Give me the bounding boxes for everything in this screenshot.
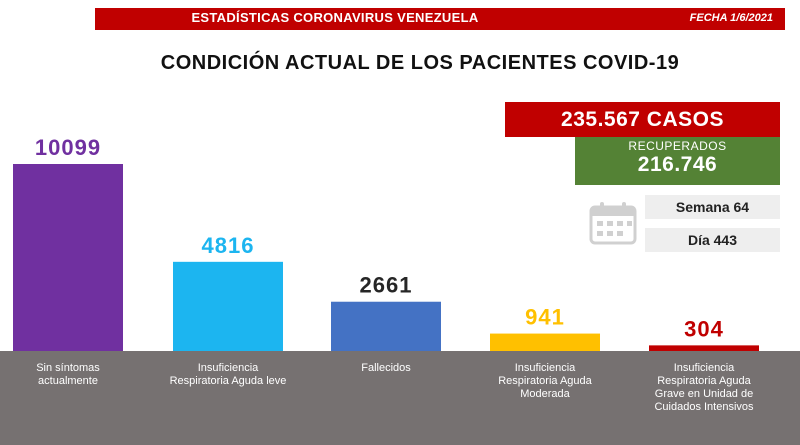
bar-value-label-1: 4816 bbox=[202, 233, 255, 258]
page-title: CONDICIÓN ACTUAL DE LOS PACIENTES COVID-… bbox=[160, 52, 680, 74]
category-label-4-line-0: Insuficiencia bbox=[674, 362, 735, 374]
category-label-0-line-0: Sin síntomas bbox=[36, 362, 100, 374]
bar-value-label-3: 941 bbox=[525, 305, 565, 330]
category-label-3-line-2: Moderada bbox=[520, 388, 570, 400]
bar-3 bbox=[490, 333, 600, 351]
recovered-value: 216.746 bbox=[637, 153, 718, 176]
bar-4 bbox=[649, 345, 759, 351]
category-label-4-line-1: Respiratoria Aguda bbox=[657, 375, 751, 387]
category-label-1-line-1: Respiratoria Aguda leve bbox=[170, 375, 287, 387]
total-cases-badge: 235.567 CASOS bbox=[505, 102, 780, 137]
category-label-4-line-3: Cuidados Intensivos bbox=[654, 401, 754, 413]
recovered-label: RECUPERADOS bbox=[628, 139, 727, 153]
category-label-3-line-0: Insuficiencia bbox=[515, 362, 576, 374]
report-date: FECHA 1/6/2021 bbox=[689, 12, 773, 24]
category-band bbox=[0, 351, 800, 445]
bar-2 bbox=[331, 301, 441, 351]
bar-1 bbox=[173, 261, 283, 351]
bar-value-label-2: 2661 bbox=[360, 273, 413, 298]
bar-value-label-4: 304 bbox=[684, 316, 724, 341]
banner-title: ESTADÍSTICAS CORONAVIRUS VENEZUELA bbox=[191, 10, 479, 25]
calendar-icon bbox=[589, 202, 637, 245]
top-banner: ESTADÍSTICAS CORONAVIRUS VENEZUELA FECHA… bbox=[95, 8, 785, 30]
category-label-3-line-1: Respiratoria Aguda bbox=[498, 375, 592, 387]
category-label-0-line-1: actualmente bbox=[38, 375, 98, 387]
bar-value-label-0: 10099 bbox=[35, 135, 101, 160]
week-counter: Semana 64 bbox=[645, 195, 780, 219]
recovered-box: RECUPERADOS 216.746 bbox=[575, 137, 780, 185]
category-label-2-line-0: Fallecidos bbox=[361, 362, 411, 374]
category-label-1-line-0: Insuficiencia bbox=[198, 362, 259, 374]
bar-0 bbox=[13, 164, 123, 351]
day-counter: Día 443 bbox=[645, 228, 780, 252]
category-label-4-line-2: Grave en Unidad de bbox=[655, 388, 753, 400]
